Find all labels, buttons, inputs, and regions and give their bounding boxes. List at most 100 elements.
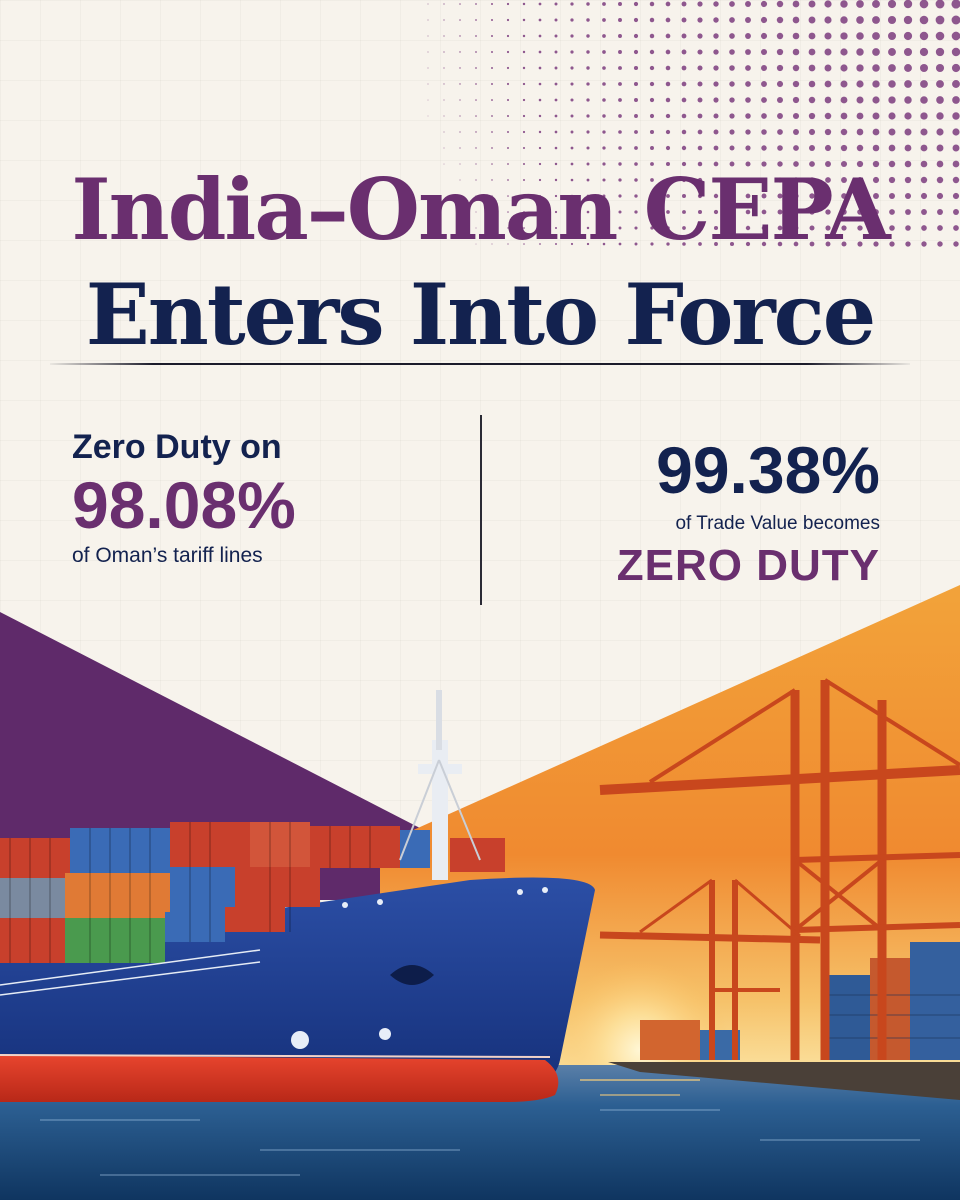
halftone-dot [506,34,510,38]
halftone-dot [745,17,751,23]
halftone-dot [888,112,896,120]
halftone-dot [523,179,525,181]
halftone-dot [840,160,848,168]
halftone-dot [809,177,815,183]
halftone-dot [618,130,622,134]
halftone-dot [570,34,574,38]
halftone-dot [760,0,768,8]
halftone-dot [491,147,493,149]
halftone-dot [777,129,783,135]
halftone-dot [506,2,510,6]
halftone-dot [952,128,960,136]
halftone-dot [920,160,928,168]
halftone-dot [649,97,655,103]
halftone-dot [665,65,671,71]
halftone-dot [491,99,493,101]
halftone-dot [586,130,590,134]
halftone-dot [586,146,590,150]
halftone-dot [570,194,574,198]
halftone-dot [522,66,526,70]
halftone-dot [777,193,783,199]
stat-trade-value: 99.38% of Trade Value becomes ZERO DUTY [617,435,880,591]
halftone-dot [681,81,687,87]
halftone-dot [586,194,590,198]
halftone-dot [522,130,526,134]
halftone-dot [919,31,929,41]
halftone-dot [936,112,944,120]
halftone-dot [475,211,477,213]
halftone-dot [650,162,654,166]
halftone-dot [586,82,590,86]
halftone-dot [841,209,847,215]
halftone-dot [745,97,751,103]
halftone-dot [443,83,445,85]
halftone-dot [681,145,687,151]
halftone-dot [602,98,606,102]
halftone-dot [554,146,558,150]
halftone-dot [920,128,928,136]
halftone-dot [491,211,493,213]
halftone-dot [475,131,477,133]
halftone-dot [776,64,784,72]
halftone-dot [507,227,509,229]
halftone-dot [555,243,557,245]
halftone-dot [666,210,670,214]
halftone-dot [681,97,687,103]
halftone-dot [808,48,816,56]
halftone-dot [729,145,735,151]
halftone-dot [570,114,574,118]
halftone-dot [618,162,622,166]
halftone-dot [491,67,493,69]
halftone-dot [793,241,799,247]
halftone-dot [427,51,429,53]
halftone-dot [539,211,541,213]
halftone-dot [887,15,897,25]
halftone-dot [840,16,848,24]
halftone-dot [443,35,445,37]
halftone-dot [952,160,960,168]
halftone-dot [649,17,655,23]
halftone-dot [681,49,687,55]
halftone-dot [872,176,880,184]
halftone-dot [937,209,943,215]
halftone-dot [872,160,880,168]
halftone-dot [665,1,671,7]
halftone-dot [904,144,912,152]
halftone-dot [951,15,960,25]
halftone-dot [856,80,864,88]
halftone-dot [602,226,606,230]
halftone-dot [554,98,558,102]
halftone-dot [841,241,847,247]
halftone-dot [872,48,880,56]
halftone-dot [650,178,654,182]
halftone-dot [951,31,960,41]
halftone-dot [904,64,912,72]
halftone-dot [586,178,590,182]
halftone-dot [475,227,477,229]
halftone-dot [522,34,526,38]
halftone-dot [491,227,493,229]
halftone-dot [459,35,461,37]
halftone-dot [824,0,832,8]
halftone-dot [538,114,542,118]
halftone-dot [634,178,638,182]
halftone-dot [697,177,703,183]
halftone-dot [538,162,542,166]
halftone-dot [921,241,927,247]
halftone-dot [776,48,784,56]
halftone-dot [522,2,526,6]
halftone-dot [919,15,929,25]
halftone-dot [650,194,654,198]
halftone-dot [856,0,864,8]
halftone-dot [602,66,606,70]
halftone-dot [538,194,542,198]
halftone-dot [682,242,686,246]
halftone-dot [920,96,928,104]
halftone-dot [729,81,735,87]
halftone-dot [602,162,606,166]
halftone-dot [777,209,783,215]
halftone-dot [634,162,638,166]
halftone-dot [427,19,429,21]
halftone-dot [681,129,687,135]
